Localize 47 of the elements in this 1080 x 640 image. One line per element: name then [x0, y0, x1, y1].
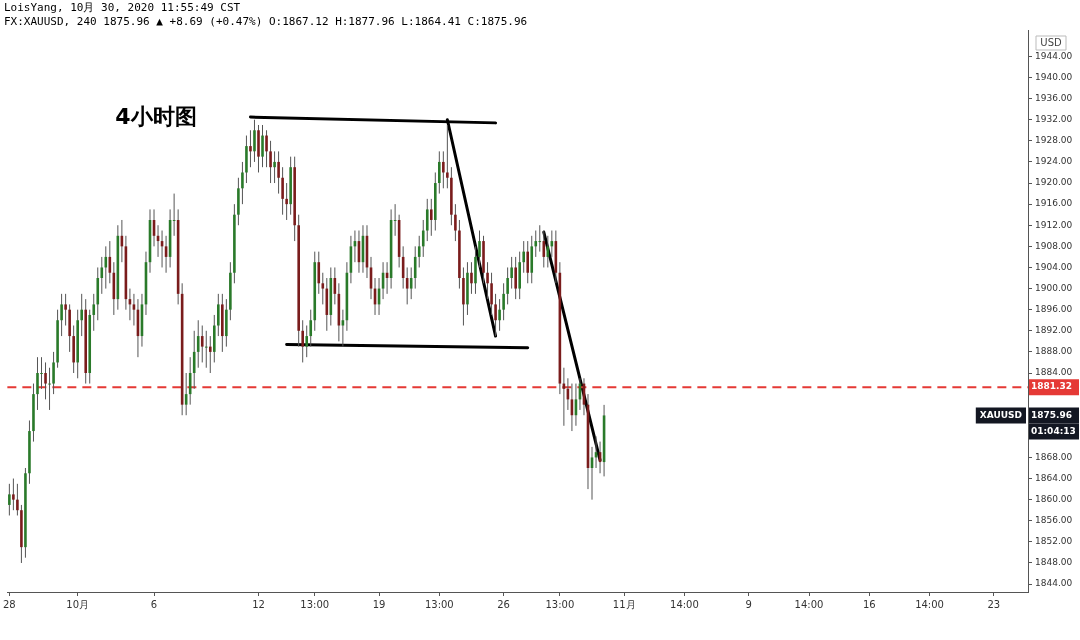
y-tick-label: 1932.00 [1035, 114, 1073, 125]
x-tick-label: 16 [862, 598, 876, 610]
y-tick-label: 1904.00 [1035, 261, 1073, 272]
y-tick-label: 1900.00 [1035, 282, 1073, 293]
y-tick-label: 1908.00 [1035, 240, 1073, 251]
x-tick-label: 14:00 [794, 598, 824, 610]
x-tick-label: 13:00 [545, 598, 575, 610]
y-tick-label: 1916.00 [1035, 198, 1073, 209]
x-tick-label: 26 [497, 598, 510, 610]
y-tick-label: 1892.00 [1035, 325, 1073, 336]
y-tick-label: 1888.00 [1035, 346, 1073, 357]
x-tick-label: 6 [150, 598, 158, 610]
y-tick-label: 1868.00 [1035, 451, 1073, 462]
x-tick-label: 19 [372, 598, 386, 610]
x-tick-label: 9 [745, 598, 752, 610]
y-tick-label: 1944.00 [1035, 50, 1073, 61]
x-tick-label: 28 [3, 598, 16, 610]
x-tick-label: 14:00 [915, 598, 944, 610]
x-tick-label: 13:00 [300, 598, 330, 610]
y-tick-label: 1936.00 [1035, 92, 1073, 103]
text: 4小时图 [115, 103, 197, 129]
y-tick-label: 1848.00 [1035, 557, 1073, 568]
x-tick-label: 12 [252, 598, 265, 610]
x-tick-label: 10月 [66, 598, 90, 610]
x-tick-label: 11月 [612, 598, 636, 610]
y-tick-label: 1852.00 [1035, 536, 1073, 547]
x-tick-label: 14:00 [670, 598, 699, 610]
x-tick-label: 13:00 [424, 598, 454, 610]
ref-line-label: 1881.32 [1031, 381, 1072, 392]
text: 01:04:13 [1031, 425, 1076, 436]
text: 1875.96 [1031, 409, 1072, 420]
x-tick-label: 23 [987, 598, 1001, 610]
text: LoisYang, 10月 30, 2020 11:55:49 CST [4, 0, 241, 14]
y-tick-label: 1860.00 [1035, 494, 1073, 504]
y-tick-label: 1864.00 [1035, 472, 1073, 483]
y-tick-label: 1912.00 [1035, 219, 1073, 230]
text: USD [1040, 36, 1062, 48]
y-tick-label: 1940.00 [1035, 71, 1073, 82]
y-tick-label: 1844.00 [1035, 578, 1073, 589]
y-tick-label: 1928.00 [1035, 135, 1073, 146]
chart-subtitle: FX:XAUUSD, 240 1875.96 ▲ +8.69 (+0.47%) O:1867.12 H:1877.96 L:1864.41 C:1875.96 [4, 14, 528, 28]
y-tick-label: 1924.00 [1035, 156, 1073, 167]
y-tick-label: 1896.00 [1035, 304, 1073, 315]
y-tick-label: 1920.00 [1035, 177, 1073, 188]
annotation: XAUUSD [979, 409, 1023, 420]
y-tick-label: 1856.00 [1035, 515, 1073, 526]
y-tick-label: 1884.00 [1035, 367, 1073, 378]
